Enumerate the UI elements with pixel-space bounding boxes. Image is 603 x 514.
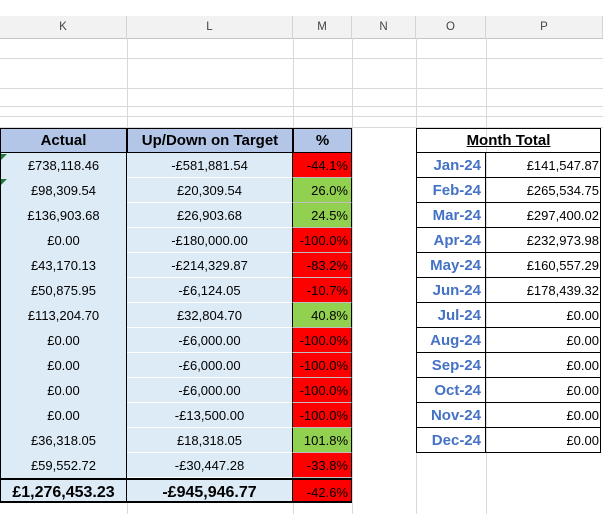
- month-cell[interactable]: Apr-24: [416, 228, 486, 253]
- up-down-cell[interactable]: £20,309.54: [127, 178, 293, 203]
- actual-cell[interactable]: £98,309.54: [0, 178, 127, 203]
- header-actual[interactable]: Actual: [0, 128, 127, 153]
- actual-cell[interactable]: £113,204.70: [0, 303, 127, 328]
- percent-cell[interactable]: -10.7%: [293, 278, 352, 303]
- up-down-cell[interactable]: -£13,500.00: [127, 403, 293, 428]
- month-total-title[interactable]: Month Total: [416, 128, 601, 153]
- month-cell[interactable]: Dec-24: [416, 428, 486, 453]
- header-up-down-on-target[interactable]: Up/Down on Target: [127, 128, 293, 153]
- total-actual[interactable]: £1,276,453.23: [0, 478, 127, 503]
- up-down-cell[interactable]: -£581,881.54: [127, 153, 293, 178]
- actual-cell[interactable]: £738,118.46: [0, 153, 127, 178]
- month-total-value[interactable]: £0.00: [486, 428, 601, 453]
- error-indicator-icon: [1, 179, 7, 185]
- column-header-o[interactable]: O: [416, 16, 486, 38]
- up-down-cell[interactable]: -£6,000.00: [127, 378, 293, 403]
- column-header-k[interactable]: K: [0, 16, 127, 38]
- month-total-value[interactable]: £0.00: [486, 328, 601, 353]
- gridline: [0, 106, 603, 107]
- actual-cell[interactable]: £36,318.05: [0, 428, 127, 453]
- actual-cell[interactable]: £43,170.13: [0, 253, 127, 278]
- actual-cell[interactable]: £50,875.95: [0, 278, 127, 303]
- error-indicator-icon: [1, 154, 7, 160]
- actual-cell[interactable]: £0.00: [0, 353, 127, 378]
- percent-cell[interactable]: -100.0%: [293, 328, 352, 353]
- up-down-cell[interactable]: £32,804.70: [127, 303, 293, 328]
- up-down-cell[interactable]: -£30,447.28: [127, 453, 293, 478]
- column-header-bar: K L M N O P: [0, 16, 603, 39]
- percent-cell[interactable]: 40.8%: [293, 303, 352, 328]
- column-header-p[interactable]: P: [486, 16, 603, 38]
- percent-cell[interactable]: -100.0%: [293, 228, 352, 253]
- percent-cell[interactable]: -33.8%: [293, 453, 352, 478]
- up-down-cell[interactable]: £26,903.68: [127, 203, 293, 228]
- month-total-value[interactable]: £232,973.98: [486, 228, 601, 253]
- percent-cell[interactable]: -100.0%: [293, 378, 352, 403]
- gridline: [486, 38, 487, 514]
- month-total-value[interactable]: £178,439.32: [486, 278, 601, 303]
- column-header-n[interactable]: N: [352, 16, 416, 38]
- total-percent[interactable]: -42.6%: [293, 478, 352, 503]
- gridline: [0, 116, 603, 117]
- percent-cell[interactable]: 24.5%: [293, 203, 352, 228]
- actual-cell[interactable]: £0.00: [0, 403, 127, 428]
- month-cell[interactable]: Sep-24: [416, 353, 486, 378]
- month-cell[interactable]: Oct-24: [416, 378, 486, 403]
- month-cell[interactable]: Jun-24: [416, 278, 486, 303]
- gridline: [0, 88, 603, 89]
- month-cell[interactable]: Mar-24: [416, 203, 486, 228]
- percent-cell[interactable]: 101.8%: [293, 428, 352, 453]
- column-header-l[interactable]: L: [127, 16, 293, 38]
- actual-cell[interactable]: £0.00: [0, 328, 127, 353]
- gridline: [0, 127, 603, 128]
- actual-cell[interactable]: £59,552.72: [0, 453, 127, 478]
- up-down-cell[interactable]: -£6,000.00: [127, 353, 293, 378]
- month-cell[interactable]: May-24: [416, 253, 486, 278]
- month-total-value[interactable]: £0.00: [486, 353, 601, 378]
- month-cell[interactable]: Feb-24: [416, 178, 486, 203]
- up-down-cell[interactable]: £18,318.05: [127, 428, 293, 453]
- month-cell[interactable]: Jul-24: [416, 303, 486, 328]
- month-total-value[interactable]: £265,534.75: [486, 178, 601, 203]
- header-percent[interactable]: %: [293, 128, 352, 153]
- column-header-m[interactable]: M: [293, 16, 352, 38]
- percent-cell[interactable]: -44.1%: [293, 153, 352, 178]
- percent-cell[interactable]: -83.2%: [293, 253, 352, 278]
- month-total-value[interactable]: £141,547.87: [486, 153, 601, 178]
- total-up-down[interactable]: -£945,946.77: [127, 478, 293, 503]
- up-down-cell[interactable]: -£180,000.00: [127, 228, 293, 253]
- gridline: [0, 58, 603, 59]
- up-down-cell[interactable]: -£214,329.87: [127, 253, 293, 278]
- actual-cell[interactable]: £0.00: [0, 378, 127, 403]
- month-cell[interactable]: Jan-24: [416, 153, 486, 178]
- month-total-value[interactable]: £297,400.02: [486, 203, 601, 228]
- percent-cell[interactable]: -100.0%: [293, 353, 352, 378]
- actual-cell[interactable]: £136,903.68: [0, 203, 127, 228]
- gridline: [352, 38, 353, 514]
- percent-cell[interactable]: -100.0%: [293, 403, 352, 428]
- actual-cell[interactable]: £0.00: [0, 228, 127, 253]
- month-total-value[interactable]: £0.00: [486, 403, 601, 428]
- month-total-value[interactable]: £0.00: [486, 378, 601, 403]
- up-down-cell[interactable]: -£6,000.00: [127, 328, 293, 353]
- month-cell[interactable]: Nov-24: [416, 403, 486, 428]
- up-down-cell[interactable]: -£6,124.05: [127, 278, 293, 303]
- month-cell[interactable]: Aug-24: [416, 328, 486, 353]
- month-total-value[interactable]: £0.00: [486, 303, 601, 328]
- month-total-value[interactable]: £160,557.29: [486, 253, 601, 278]
- percent-cell[interactable]: 26.0%: [293, 178, 352, 203]
